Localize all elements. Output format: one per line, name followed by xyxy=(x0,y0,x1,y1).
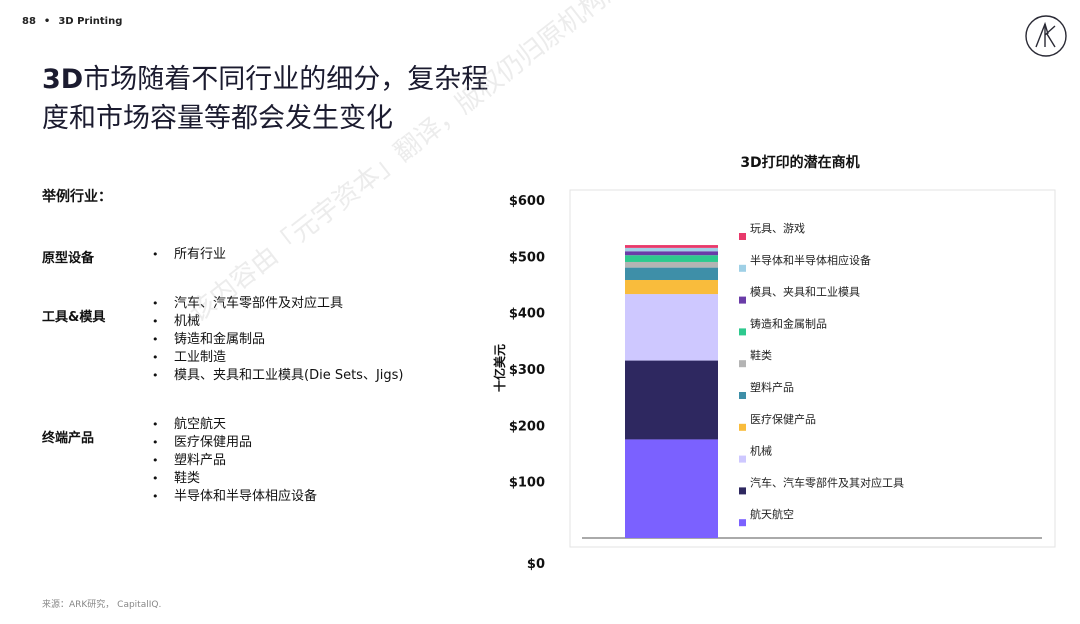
source-note: 来源：ARK研究， CapitalIQ. xyxy=(42,597,161,610)
legend-swatch xyxy=(739,360,746,367)
legend-label: 鞋类 xyxy=(750,348,772,362)
legend-label: 机械 xyxy=(750,444,772,458)
legend-label: 玩具、游戏 xyxy=(750,222,805,235)
legend-swatch xyxy=(739,328,746,335)
list-item: 机械 xyxy=(150,313,404,331)
section-name: 3D Printing xyxy=(58,16,122,27)
bar-segment xyxy=(625,248,718,251)
y-tick-label: $400 xyxy=(509,307,545,322)
bar-segment xyxy=(625,280,718,294)
examples-heading: 举例行业： xyxy=(42,186,112,206)
category-end-products: 终端产品 xyxy=(42,427,94,446)
chart-title: 3D打印的潜在商机 xyxy=(700,152,900,172)
list-item: 航空航天 xyxy=(150,416,317,434)
list-item: 医疗保健用品 xyxy=(150,434,317,452)
legend-label: 铸造和金属制品 xyxy=(750,316,827,330)
list-item: 鞋类 xyxy=(150,470,317,488)
bar-segment xyxy=(625,361,718,440)
legend-swatch xyxy=(739,424,746,431)
legend-swatch xyxy=(739,233,746,240)
legend-label: 航天航空 xyxy=(750,507,794,521)
y-tick-label: $300 xyxy=(509,363,545,378)
list-item: 铸造和金属制品 xyxy=(150,331,404,349)
legend-swatch xyxy=(739,487,746,494)
bar-segment xyxy=(625,294,718,360)
y-tick-label: $100 xyxy=(509,476,545,491)
page-title: 3D市场随着不同行业的细分，复杂程 度和市场容量等都会发生变化 xyxy=(42,60,522,138)
legend-swatch xyxy=(739,392,746,399)
legend-label: 塑料产品 xyxy=(750,380,794,394)
list-item: 汽车、汽车零部件及对应工具 xyxy=(150,295,404,313)
list-item: 塑料产品 xyxy=(150,452,317,470)
list-item: 模具、夹具和工业模具(Die Sets、Jigs) xyxy=(150,367,404,385)
bar-segment xyxy=(625,255,718,262)
bar-segment xyxy=(625,262,718,268)
y-tick-label: $600 xyxy=(509,194,545,209)
page-number: 88 xyxy=(22,16,36,27)
legend-swatch xyxy=(739,265,746,272)
y-tick-label: $0 xyxy=(527,557,545,572)
legend-label: 半导体和半导体相应设备 xyxy=(750,253,871,267)
list-item: 工业制造 xyxy=(150,349,404,367)
category-prototype: 原型设备 xyxy=(42,247,94,266)
page-header: 88 • 3D Printing xyxy=(22,16,122,27)
title-line-2: 度和市场容量等都会发生变化 xyxy=(42,103,393,134)
category-end-products-list: 航空航天 医疗保健用品 塑料产品 鞋类 半导体和半导体相应设备 xyxy=(150,416,317,506)
title-prefix: 3D xyxy=(42,64,83,95)
list-item: 所有行业 xyxy=(150,246,226,264)
header-separator: • xyxy=(44,16,50,27)
title-line-1: 市场随着不同行业的细分，复杂程 xyxy=(83,64,488,95)
legend-swatch xyxy=(739,297,746,304)
legend-label: 汽车、汽车零部件及其对应工具 xyxy=(750,475,904,489)
legend-swatch xyxy=(739,456,746,463)
category-prototype-list: 所有行业 xyxy=(150,246,226,264)
y-tick-label: $500 xyxy=(509,250,545,265)
y-axis-label: 十亿美元 xyxy=(492,344,507,392)
list-item: 半导体和半导体相应设备 xyxy=(150,488,317,506)
bar-segment xyxy=(625,268,718,280)
bar-segment xyxy=(625,245,718,248)
legend-label: 医疗保健产品 xyxy=(750,412,816,426)
stacked-bar-chart: $0 $100 $200 $300 $400 $500 $600 十亿美元 玩具、游戏半导体和半… xyxy=(490,180,1070,580)
category-tooling: 工具&模具 xyxy=(42,306,105,325)
legend-label: 模具、夹具和工业模具 xyxy=(750,286,860,299)
ark-logo-icon xyxy=(1024,14,1068,58)
bar-segment xyxy=(625,439,718,538)
legend-swatch xyxy=(739,519,746,526)
category-tooling-list: 汽车、汽车零部件及对应工具 机械 铸造和金属制品 工业制造 模具、夹具和工业模具… xyxy=(150,295,404,385)
bar-segment xyxy=(625,251,718,255)
y-tick-label: $200 xyxy=(509,419,545,434)
